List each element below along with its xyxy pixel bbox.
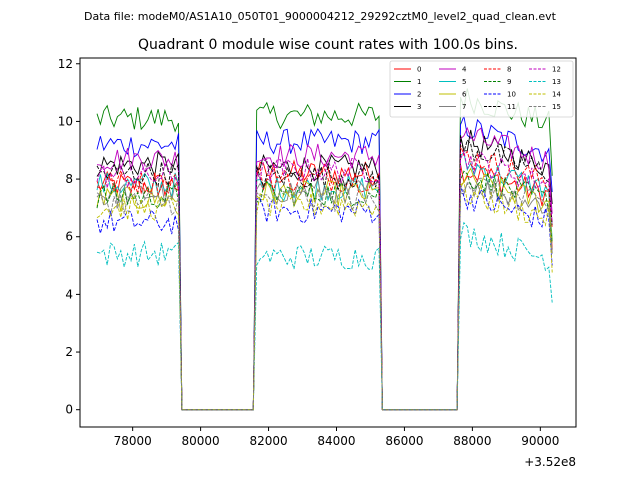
legend-label-13: 13	[552, 78, 561, 86]
plot-lines	[96, 88, 553, 411]
x-tick-label: 82000	[249, 434, 287, 448]
series-line-7	[96, 176, 553, 411]
x-tick-label: 84000	[317, 434, 355, 448]
series-line-10	[96, 185, 553, 411]
legend-label-7: 7	[462, 103, 466, 111]
x-tick-label: 88000	[453, 434, 491, 448]
y-tick-label: 4	[65, 287, 73, 301]
legend-label-6: 6	[462, 91, 467, 99]
x-tick-label: 80000	[182, 434, 220, 448]
legend-label-3: 3	[417, 103, 421, 111]
y-tick-label: 10	[58, 114, 73, 128]
series-line-13	[96, 221, 553, 411]
legend-label-2: 2	[417, 91, 421, 99]
y-tick-label: 12	[58, 57, 73, 71]
legend-label-12: 12	[552, 66, 561, 74]
y-tick-label: 2	[65, 345, 73, 359]
legend-label-5: 5	[462, 78, 466, 86]
legend-label-1: 1	[417, 78, 421, 86]
y-tick-label: 8	[65, 172, 73, 186]
x-tick-label: 86000	[385, 434, 423, 448]
legend-label-14: 14	[552, 91, 561, 99]
x-tick-label: 78000	[114, 434, 152, 448]
legend-label-4: 4	[462, 66, 467, 74]
y-tick-label: 0	[65, 403, 73, 417]
y-tick-label: 6	[65, 230, 73, 244]
series-line-15	[96, 177, 553, 411]
series-line-4	[96, 126, 553, 411]
x-tick-label: 90000	[521, 434, 559, 448]
figure-suptitle: Data file: modeM0/AS1A10_050T01_90000042…	[84, 10, 557, 23]
chart-title: Quadrant 0 module wise count rates with …	[138, 37, 518, 53]
series-line-8	[96, 144, 553, 411]
legend-label-11: 11	[507, 103, 516, 111]
legend-label-9: 9	[507, 78, 511, 86]
series-line-5	[96, 152, 553, 411]
series-line-3	[96, 129, 553, 411]
series-line-2	[96, 114, 553, 411]
y-axis: 0 2 4 6 8 10 12	[58, 57, 80, 417]
legend-box	[389, 60, 574, 118]
series-line-14	[96, 179, 553, 411]
legend-label-10: 10	[507, 91, 516, 99]
series-line-0	[96, 159, 553, 411]
x-axis: 78000 80000 82000 84000 86000 88000 90000	[114, 427, 559, 448]
legend-label-0: 0	[417, 66, 421, 74]
legend-label-8: 8	[507, 66, 511, 74]
plot-frame	[79, 57, 577, 428]
series-line-12	[96, 149, 553, 411]
legend-label-15: 15	[552, 103, 561, 111]
x-offset-label: +3.52e8	[524, 455, 576, 469]
series-line-9	[96, 170, 553, 411]
